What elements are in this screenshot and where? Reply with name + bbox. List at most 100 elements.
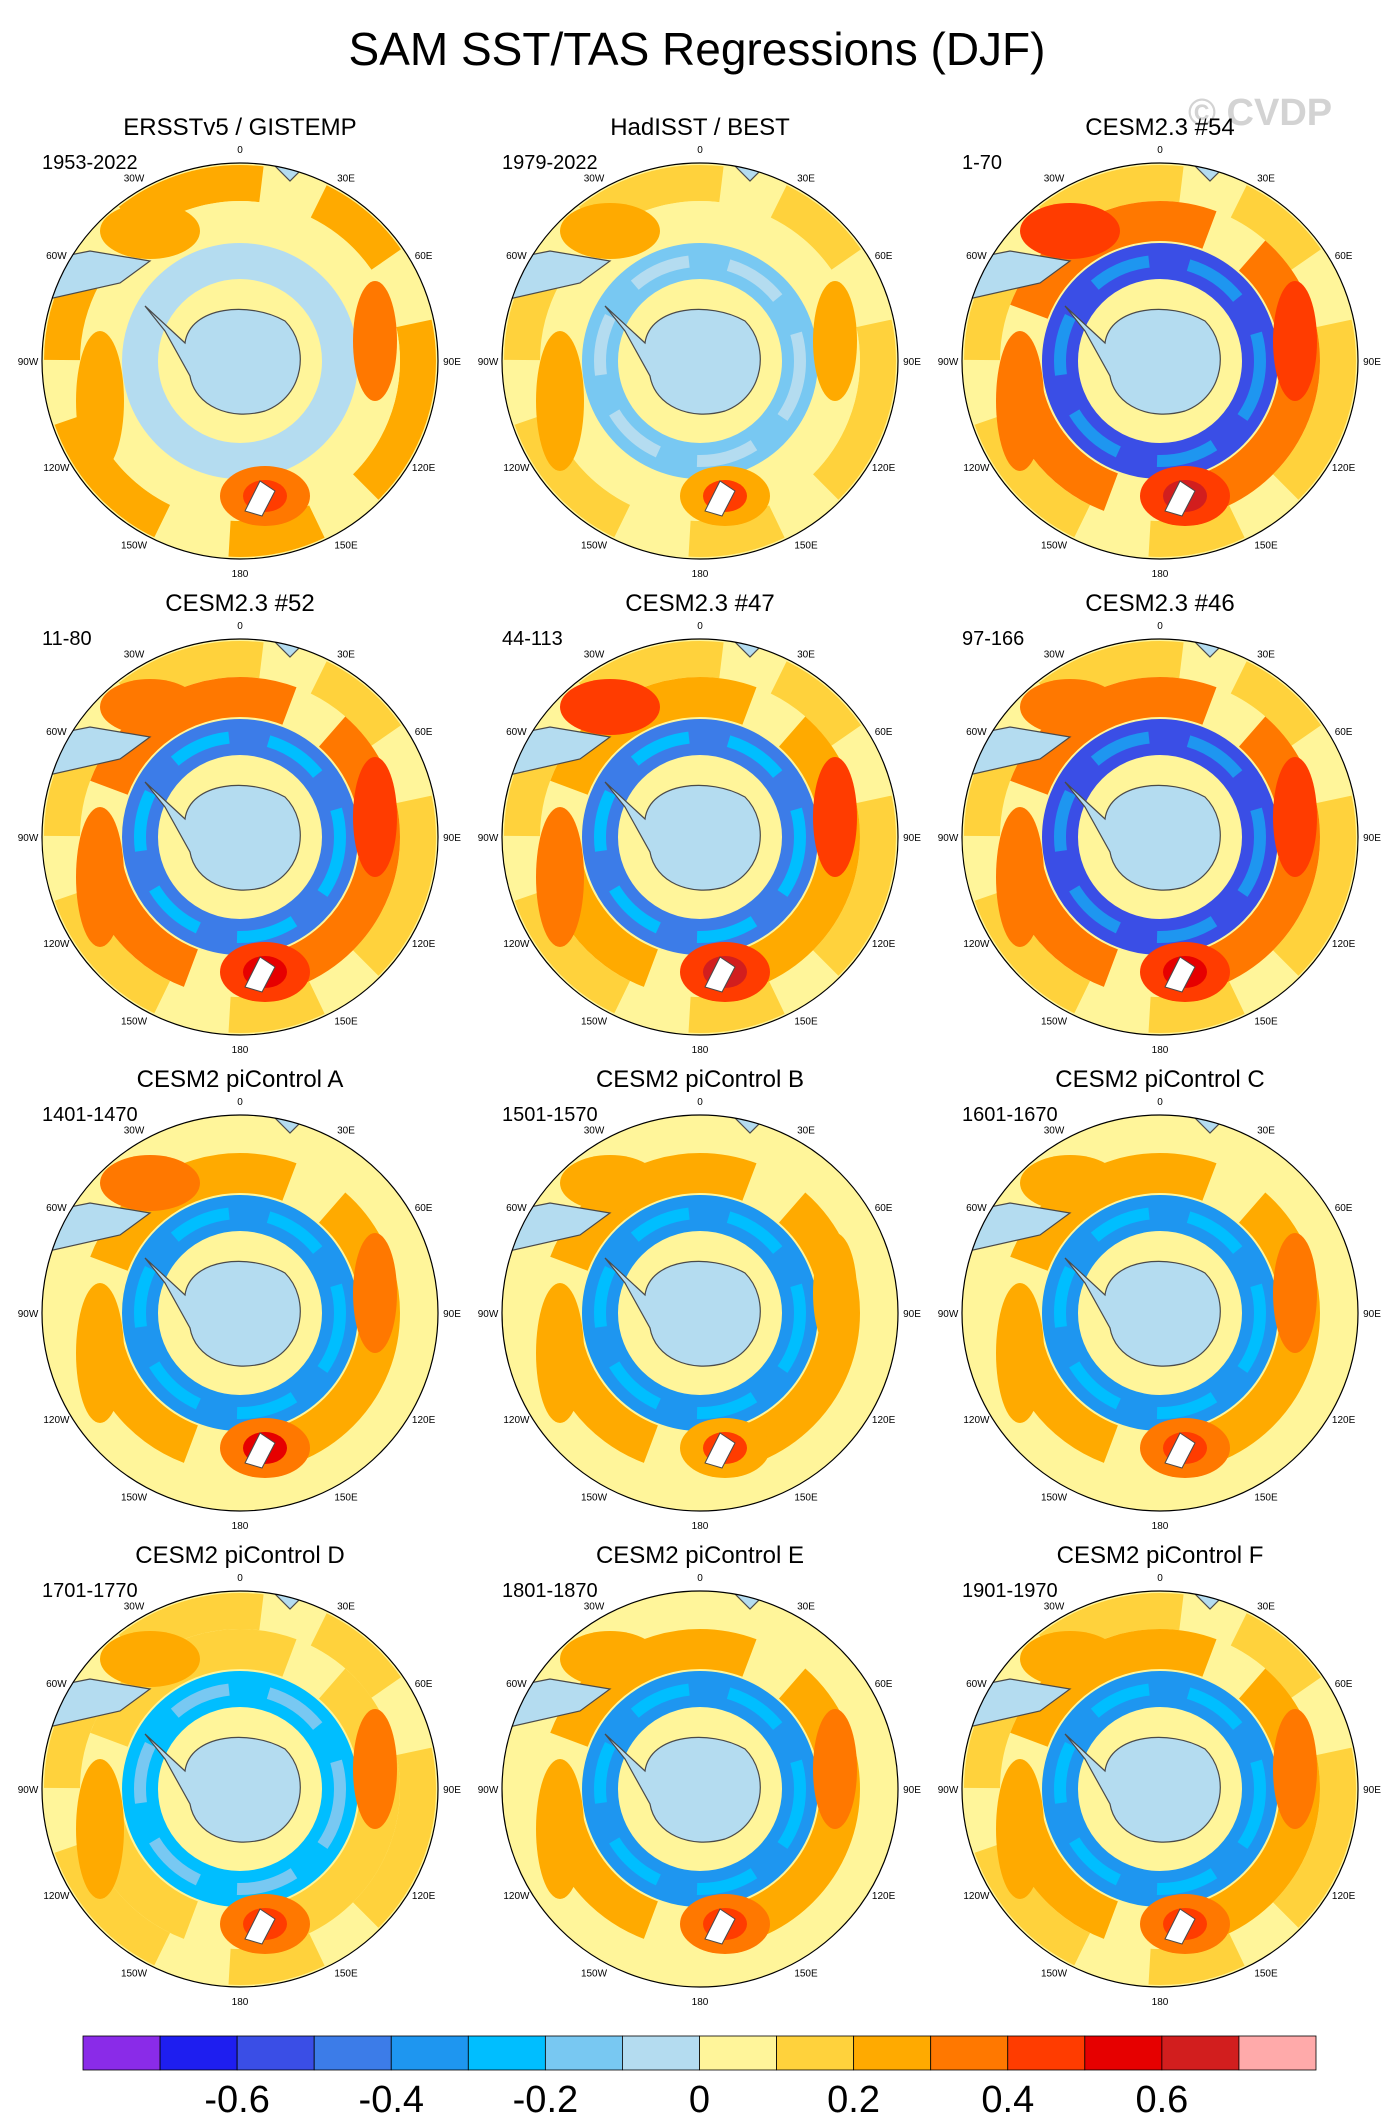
outer-anomaly-band <box>504 1117 896 1509</box>
indian-ocean-warm-patch <box>813 1233 857 1353</box>
indian-ocean-warm-patch <box>1273 1709 1317 1829</box>
longitude-label: 150W <box>1041 1493 1068 1504</box>
new-zealand-outline <box>1164 956 1196 993</box>
pacific-warm-patch <box>996 331 1044 471</box>
panel-years: 1401-1470 <box>42 1104 138 1126</box>
map-border <box>41 162 439 560</box>
longitude-label: 120W <box>963 1891 990 1902</box>
colorbar-swatch <box>1161 2035 1240 2071</box>
pacific-warm-patch <box>536 331 584 471</box>
atlantic-warm-patch <box>1020 1155 1120 1211</box>
indian-ocean-warm-patch <box>813 1709 857 1829</box>
longitude-label: 0 <box>1157 1573 1163 1584</box>
longitude-label: 90W <box>938 1785 959 1796</box>
panel-years: 1601-1670 <box>962 1104 1058 1126</box>
panel-title: CESM2 piControl C <box>1055 1066 1264 1093</box>
map-border <box>501 162 899 560</box>
longitude-label: 120E <box>872 939 896 950</box>
longitude-label: 120W <box>43 939 70 950</box>
outer-anomaly-band <box>44 165 436 557</box>
longitude-label: 90W <box>938 357 959 368</box>
atlantic-warm-patch <box>1020 203 1120 259</box>
longitude-label: 120W <box>503 939 530 950</box>
map-border <box>41 1590 439 1988</box>
indian-ocean-warm-patch <box>353 1709 397 1829</box>
atlantic-warm-patch <box>1020 1631 1120 1687</box>
longitude-label: 180 <box>692 569 709 580</box>
colorbar-tick-label: -0.2 <box>513 2079 578 2121</box>
longitude-label: 90W <box>18 1309 39 1320</box>
longitude-label: 30E <box>797 1601 815 1612</box>
map-border <box>501 1114 899 1512</box>
pacific-warm-patch <box>996 1283 1044 1423</box>
atlantic-warm-patch <box>100 1155 200 1211</box>
longitude-label: 180 <box>692 1045 709 1056</box>
map-border <box>501 638 899 1036</box>
map-panel: 0 30E 60E 90E 120E 150E 180 150W 120W 90W 60W 30W CE… <box>938 590 1382 1056</box>
antarctica-outline <box>1064 1733 1221 1843</box>
figure-title: SAM SST/TAS Regressions (DJF) <box>348 23 1046 75</box>
panel-title: CESM2.3 #47 <box>625 590 774 617</box>
longitude-label: 90E <box>443 357 461 368</box>
longitude-label: 120E <box>1332 463 1356 474</box>
longitude-label: 30E <box>1257 173 1275 184</box>
colorbar-swatch <box>1007 2035 1086 2071</box>
antarctica-outline <box>144 1733 301 1843</box>
longitude-label: 0 <box>697 621 703 632</box>
longitude-label: 180 <box>692 1521 709 1532</box>
longitude-label: 90W <box>938 1309 959 1320</box>
longitude-label: 30W <box>1044 173 1065 184</box>
longitude-label: 0 <box>1157 145 1163 156</box>
longitude-label: 90E <box>903 833 921 844</box>
longitude-label: 180 <box>1152 569 1169 580</box>
longitude-label: 150W <box>121 1969 148 1980</box>
longitude-label: 150E <box>1254 1493 1278 1504</box>
longitude-label: 60E <box>1335 1679 1353 1690</box>
longitude-label: 90W <box>18 1785 39 1796</box>
longitude-label: 150W <box>121 1017 148 1028</box>
colorbar-swatch <box>236 2035 315 2071</box>
outer-anomaly-band <box>964 641 1356 1033</box>
longitude-label: 90W <box>478 357 499 368</box>
new-zealand-outline <box>704 956 736 993</box>
new-zealand-outline <box>1164 1432 1196 1469</box>
longitude-label: 120W <box>963 1415 990 1426</box>
colorbar-swatch <box>467 2035 546 2071</box>
longitude-label: 30W <box>124 1601 145 1612</box>
longitude-label: 150E <box>1254 1017 1278 1028</box>
indian-ocean-warm-patch <box>353 281 397 401</box>
colorbar-swatch <box>699 2035 777 2071</box>
colorbar-tick-label: 0.2 <box>827 2079 880 2121</box>
longitude-label: 120E <box>1332 1891 1356 1902</box>
map-panel: 0 30E 60E 90E 120E 150E 180 150W 120W 90W 60W 30W CE… <box>938 114 1382 580</box>
panel-years: 44-113 <box>502 628 563 650</box>
atlantic-warm-patch <box>560 1155 660 1211</box>
new-zealand-outline <box>244 1908 276 1945</box>
longitude-label: 120E <box>872 1415 896 1426</box>
panel-years: 1701-1770 <box>42 1580 138 1602</box>
map-border <box>961 1114 1359 1512</box>
panel-title: CESM2.3 #46 <box>1085 590 1234 617</box>
map-panel: 0 30E 60E 90E 120E 150E 180 150W 120W 90W 60W 30W CE… <box>478 590 922 1056</box>
colorbar-tick-label: 0 <box>689 2079 710 2121</box>
longitude-label: 90E <box>443 1309 461 1320</box>
outer-anomaly-band <box>964 1117 1356 1509</box>
longitude-label: 90E <box>1363 1309 1381 1320</box>
antarctica-outline <box>604 305 761 415</box>
longitude-label: 120W <box>43 463 70 474</box>
longitude-label: 60W <box>966 251 987 262</box>
longitude-label: 60W <box>966 1203 987 1214</box>
subpolar-cold-band-inner <box>594 731 806 943</box>
panel-title: ERSSTv5 / GISTEMP <box>123 114 356 141</box>
longitude-label: 0 <box>1157 621 1163 632</box>
longitude-label: 30E <box>797 649 815 660</box>
longitude-label: 0 <box>237 145 243 156</box>
longitude-label: 60W <box>966 727 987 738</box>
atlantic-warm-patch <box>560 203 660 259</box>
longitude-label: 30E <box>337 649 355 660</box>
pacific-warm-patch <box>76 331 124 471</box>
longitude-label: 60W <box>506 1679 527 1690</box>
longitude-label: 150E <box>334 1969 358 1980</box>
longitude-label: 0 <box>237 1573 243 1584</box>
